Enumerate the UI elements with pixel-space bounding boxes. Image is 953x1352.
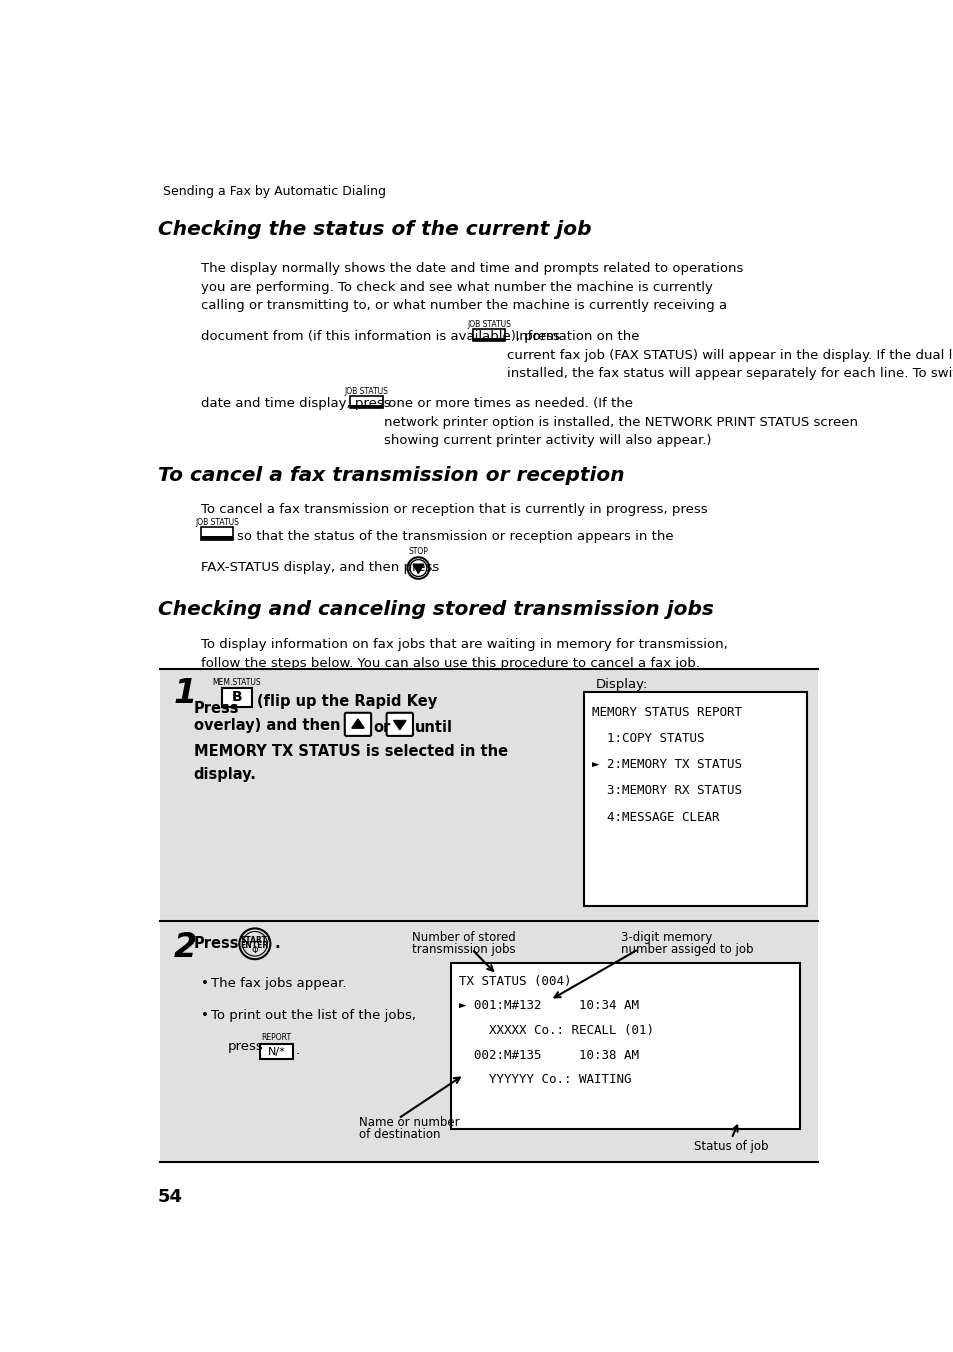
Text: 3-digit memory: 3-digit memory: [620, 930, 712, 944]
Text: Display:: Display:: [596, 679, 648, 691]
Text: STOP: STOP: [408, 548, 428, 557]
Text: The fax jobs appear.: The fax jobs appear.: [211, 977, 346, 990]
Text: Status of job: Status of job: [694, 1140, 768, 1153]
FancyBboxPatch shape: [386, 713, 413, 735]
Bar: [350, 404, 382, 408]
Text: FAX-STATUS display, and then press: FAX-STATUS display, and then press: [200, 561, 438, 575]
Text: overlay) and then: overlay) and then: [193, 718, 340, 733]
Text: 3:MEMORY RX STATUS: 3:MEMORY RX STATUS: [592, 784, 741, 798]
Polygon shape: [352, 719, 364, 729]
Text: or: or: [373, 721, 391, 735]
Bar: [260, 1044, 293, 1059]
Text: To display information on fax jobs that are waiting in memory for transmission,
: To display information on fax jobs that …: [200, 638, 726, 669]
Bar: [583, 692, 806, 906]
Text: MEMORY STATUS REPORT: MEMORY STATUS REPORT: [592, 706, 741, 719]
Text: START/: START/: [240, 936, 270, 945]
Text: JOB STATUS: JOB STATUS: [467, 319, 510, 329]
Text: Checking and canceling stored transmission jobs: Checking and canceling stored transmissi…: [158, 599, 713, 619]
Text: 54: 54: [158, 1188, 183, 1206]
Text: Number of stored: Number of stored: [412, 930, 516, 944]
Text: MEM.STATUS: MEM.STATUS: [213, 677, 261, 687]
Text: .: .: [274, 936, 279, 950]
Text: .: .: [431, 561, 435, 575]
Text: •: •: [200, 977, 209, 990]
Text: 2: 2: [173, 930, 196, 964]
Bar: [200, 527, 233, 539]
Text: XXXXX Co.: RECALL (01): XXXXX Co.: RECALL (01): [458, 1023, 653, 1037]
Text: until: until: [415, 721, 453, 735]
Text: Name or number: Name or number: [359, 1115, 459, 1129]
Text: MEMORY TX STATUS is selected in the: MEMORY TX STATUS is selected in the: [193, 745, 507, 760]
Text: Sending a Fax by Automatic Dialing: Sending a Fax by Automatic Dialing: [163, 185, 386, 199]
Text: •: •: [200, 1009, 209, 1022]
Text: JOB STATUS: JOB STATUS: [194, 518, 238, 527]
Text: Press: Press: [193, 702, 239, 717]
Text: date and time display, press: date and time display, press: [200, 397, 390, 410]
Text: 1: 1: [173, 676, 196, 710]
Text: number assiged to job: number assiged to job: [620, 944, 753, 956]
Text: of destination: of destination: [359, 1128, 440, 1141]
Text: Checking the status of the current job: Checking the status of the current job: [158, 220, 591, 239]
Text: To cancel a fax transmission or reception that is currently in progress, press: To cancel a fax transmission or receptio…: [200, 503, 706, 516]
Text: one or more times as needed. (If the
network printer option is installed, the NE: one or more times as needed. (If the net…: [384, 397, 858, 448]
Text: REPORT: REPORT: [261, 1033, 292, 1041]
Text: display.: display.: [193, 767, 256, 781]
Text: To cancel a fax transmission or reception: To cancel a fax transmission or receptio…: [158, 466, 624, 485]
Text: N/*: N/*: [268, 1046, 285, 1057]
Text: . Information on the
current fax job (FAX STATUS) will appear in the display. If: . Information on the current fax job (FA…: [506, 330, 953, 380]
Bar: [159, 669, 818, 1161]
Text: 1:COPY STATUS: 1:COPY STATUS: [592, 731, 703, 745]
Text: B: B: [232, 691, 242, 704]
Text: YYYYYY Co.: WAITING: YYYYYY Co.: WAITING: [458, 1073, 631, 1086]
Text: TX STATUS (004): TX STATUS (004): [458, 975, 571, 987]
Bar: [472, 329, 505, 341]
Text: The display normally shows the date and time and prompts related to operations
y: The display normally shows the date and …: [200, 262, 742, 312]
Text: transmission jobs: transmission jobs: [412, 944, 516, 956]
FancyBboxPatch shape: [344, 713, 371, 735]
Text: To print out the list of the jobs,: To print out the list of the jobs,: [211, 1009, 416, 1022]
Text: ► 001:M#132     10:34 AM: ► 001:M#132 10:34 AM: [458, 999, 638, 1013]
Bar: [451, 963, 799, 1129]
Text: Φ: Φ: [252, 946, 258, 956]
Text: document from (if this information is available), press: document from (if this information is av…: [200, 330, 559, 343]
Text: ENTER: ENTER: [240, 941, 269, 950]
Text: JOB STATUS: JOB STATUS: [344, 387, 388, 396]
Text: press: press: [228, 1040, 263, 1053]
Text: 4:MESSAGE CLEAR: 4:MESSAGE CLEAR: [592, 811, 719, 823]
Text: (flip up the Rapid Key: (flip up the Rapid Key: [257, 694, 437, 708]
Text: .: .: [295, 1044, 300, 1057]
Text: ► 2:MEMORY TX STATUS: ► 2:MEMORY TX STATUS: [592, 758, 741, 771]
Bar: [472, 338, 505, 341]
Bar: [350, 396, 382, 408]
Bar: [222, 688, 252, 707]
Text: so that the status of the transmission or reception appears in the: so that the status of the transmission o…: [236, 530, 673, 544]
Polygon shape: [413, 564, 423, 573]
Polygon shape: [394, 721, 406, 730]
Bar: [200, 537, 233, 539]
Text: 002:M#135     10:38 AM: 002:M#135 10:38 AM: [458, 1049, 638, 1061]
Text: Press: Press: [193, 936, 239, 950]
